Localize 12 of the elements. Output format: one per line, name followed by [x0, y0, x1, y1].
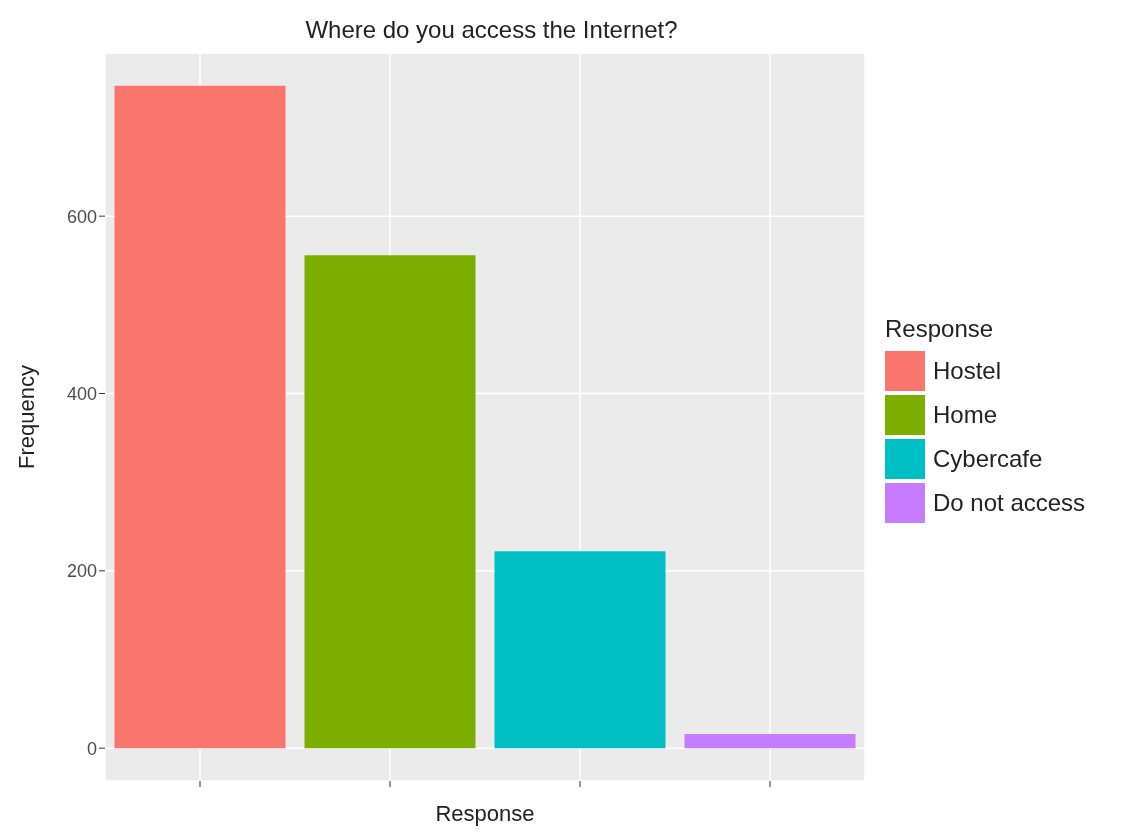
y-tick-label: 400: [66, 383, 97, 404]
y-tick-label: 600: [66, 206, 97, 227]
legend-label: Home: [933, 400, 998, 429]
y-tick-label: 200: [66, 561, 97, 582]
legend-title: Response: [885, 314, 995, 343]
y-tick-label: 0: [86, 738, 97, 759]
y-axis-title: Frequency: [13, 365, 39, 469]
legend-label: Cybercafe: [933, 444, 1043, 473]
x-axis-title: Response: [435, 801, 535, 826]
legend-label: Do not access: [933, 488, 1086, 517]
chart-title: Where do you access the Internet?: [304, 16, 679, 44]
legend-label: Hostel: [933, 356, 1002, 385]
